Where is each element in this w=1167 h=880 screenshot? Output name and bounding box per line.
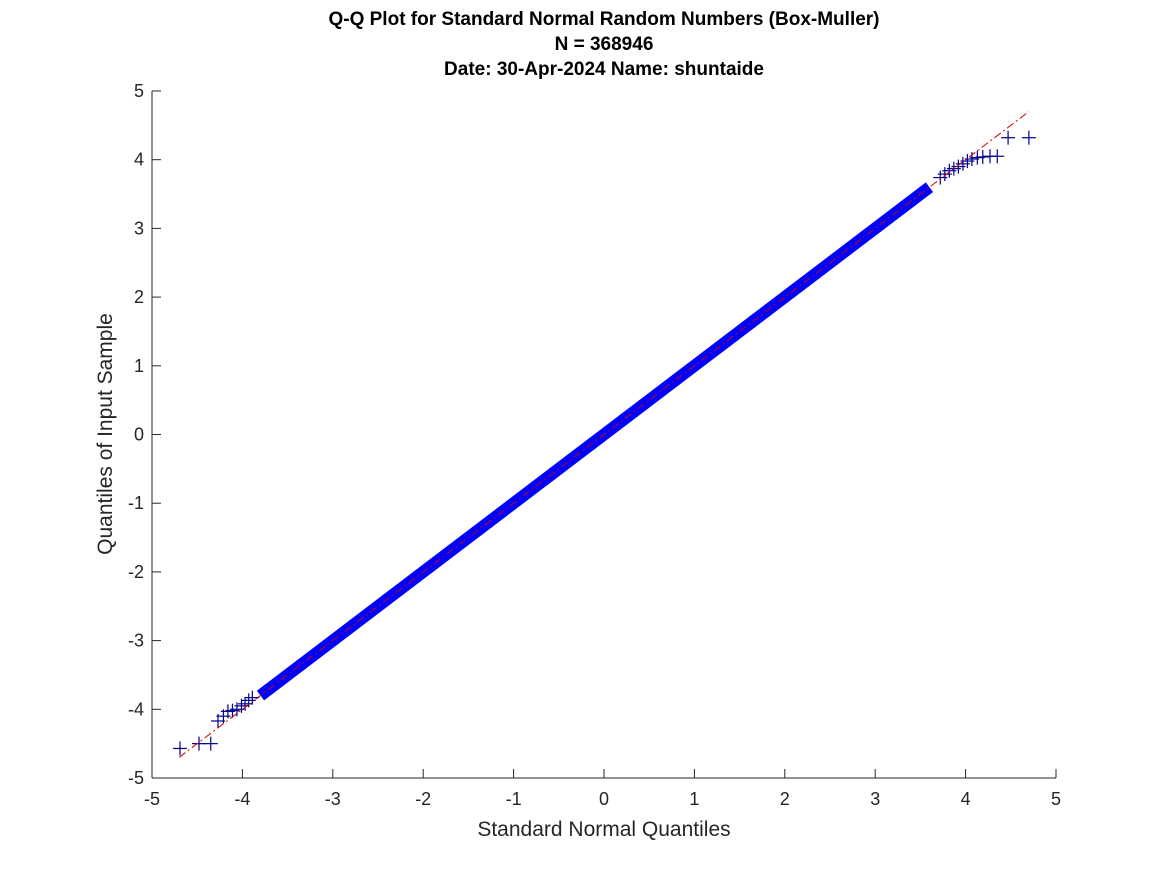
y-tick-label: 0 bbox=[134, 425, 144, 445]
y-tick-label: 5 bbox=[134, 81, 144, 101]
chart-title-line-2: N = 368946 bbox=[555, 34, 654, 55]
data-point bbox=[203, 736, 218, 751]
y-axis-ticks: -5 -4 -3 -2 -1 0 1 2 3 4 5 bbox=[128, 81, 161, 788]
data-point bbox=[975, 149, 990, 164]
x-tick-label: 1 bbox=[689, 789, 699, 809]
y-tick-label: 2 bbox=[134, 287, 144, 307]
x-tick-label: -1 bbox=[506, 789, 522, 809]
reference-line bbox=[178, 111, 1030, 758]
data-point bbox=[990, 149, 1005, 164]
data-point bbox=[192, 736, 207, 751]
chart-title-line-1: Q-Q Plot for Standard Normal Random Numb… bbox=[328, 9, 879, 30]
x-tick-label: 3 bbox=[870, 789, 880, 809]
data-point bbox=[238, 696, 253, 711]
y-tick-label: 4 bbox=[134, 150, 144, 170]
y-tick-label: -3 bbox=[128, 631, 144, 651]
x-tick-label: -3 bbox=[325, 789, 341, 809]
x-tick-label: -5 bbox=[144, 789, 160, 809]
x-tick-label: 0 bbox=[599, 789, 609, 809]
y-tick-label: -2 bbox=[128, 562, 144, 582]
x-axis-label: Standard Normal Quantiles bbox=[477, 818, 730, 841]
data-point bbox=[1001, 130, 1016, 145]
x-tick-label: 2 bbox=[780, 789, 790, 809]
x-tick-label: -4 bbox=[234, 789, 250, 809]
y-tick-label: 1 bbox=[134, 356, 144, 376]
y-tick-label: -4 bbox=[128, 699, 144, 719]
y-tick-label: -5 bbox=[128, 768, 144, 788]
y-tick-label: 3 bbox=[134, 218, 144, 238]
x-tick-label: 4 bbox=[961, 789, 971, 809]
data-point bbox=[1021, 130, 1036, 145]
data-point bbox=[173, 741, 188, 756]
data-point bbox=[970, 150, 985, 165]
plot-area bbox=[173, 111, 1036, 758]
x-tick-label: 5 bbox=[1051, 789, 1061, 809]
x-axis-ticks: -5 -4 -3 -2 -1 0 1 2 3 4 5 bbox=[144, 769, 1061, 809]
y-axis-label: Quantiles of Input Sample bbox=[94, 313, 117, 555]
y-tick-label: -1 bbox=[128, 493, 144, 513]
x-tick-label: -2 bbox=[415, 789, 431, 809]
chart-title-line-3: Date: 30-Apr-2024 Name: shuntaide bbox=[444, 59, 764, 80]
